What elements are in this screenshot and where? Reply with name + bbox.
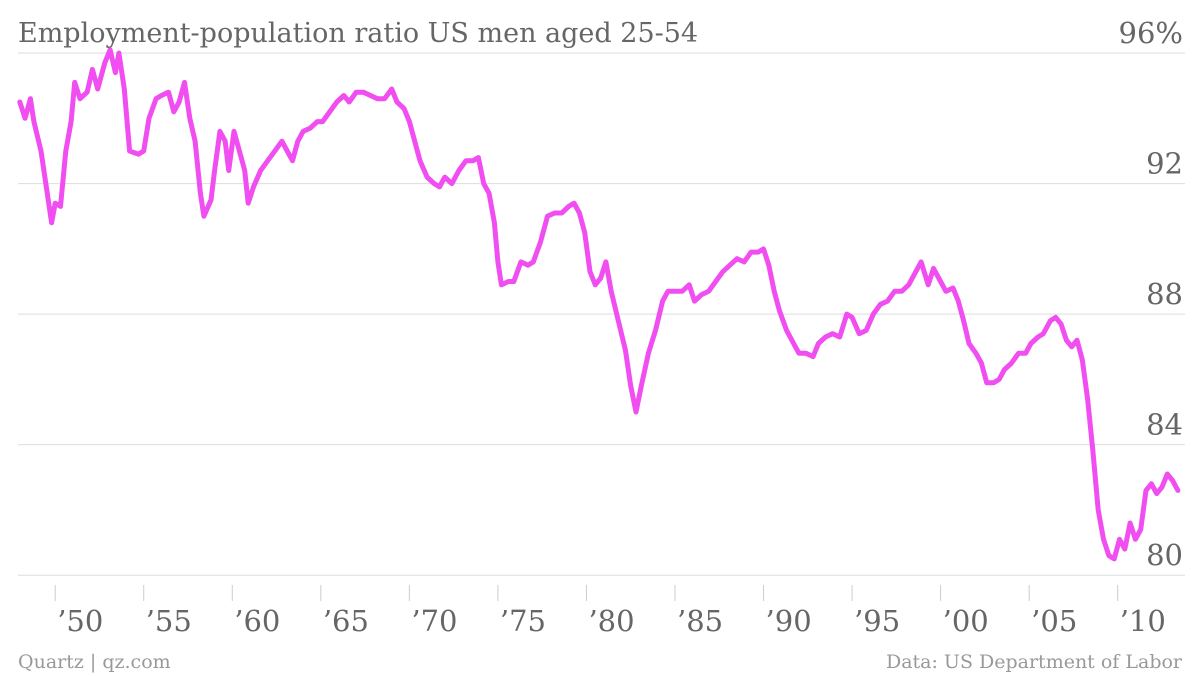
x-tick-label: ’95 xyxy=(854,604,900,638)
x-tick-label: ’05 xyxy=(1031,604,1077,638)
x-tick-label: ’70 xyxy=(411,604,457,638)
x-tick-label: ’80 xyxy=(588,604,634,638)
source: Data: US Department of Labor xyxy=(886,651,1183,673)
chart-title: Employment-population ratio US men aged … xyxy=(18,18,698,49)
x-tick-label: ’75 xyxy=(500,604,546,638)
credit: Quartz | qz.com xyxy=(18,651,171,673)
y-tick-label: 96% xyxy=(1119,16,1183,50)
data-line xyxy=(17,47,1181,562)
x-tick-label: ’55 xyxy=(146,604,192,638)
x-tick-label: ’50 xyxy=(57,604,103,638)
x-tick-label: ’65 xyxy=(323,604,369,638)
x-tick-label: ’90 xyxy=(766,604,812,638)
y-tick-label: 92 xyxy=(1146,147,1183,181)
y-tick-label: 80 xyxy=(1146,538,1183,572)
x-tick-label: ’00 xyxy=(943,604,989,638)
x-tick-label: ’85 xyxy=(677,604,723,638)
x-tick-label: ’10 xyxy=(1120,604,1166,638)
x-tick-label: ’60 xyxy=(234,604,280,638)
y-tick-label: 84 xyxy=(1146,408,1183,442)
y-tick-label: 88 xyxy=(1146,277,1183,311)
